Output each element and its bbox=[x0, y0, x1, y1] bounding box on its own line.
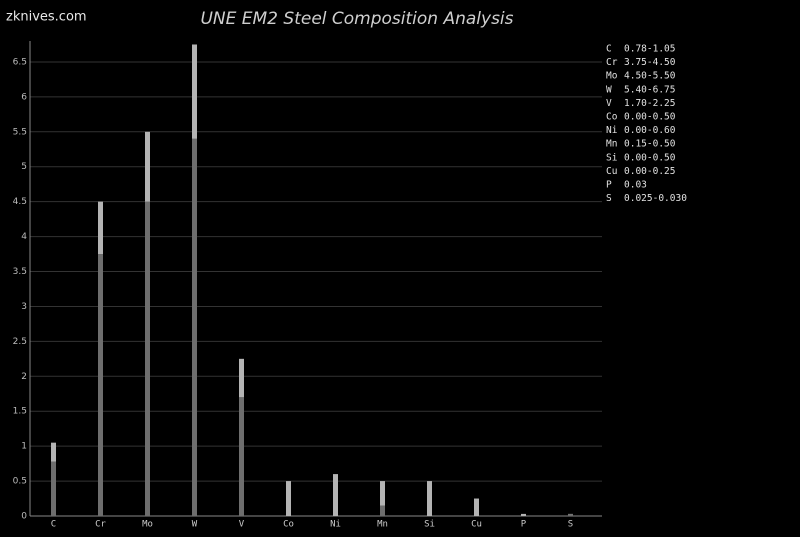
x-tick-label: S bbox=[568, 520, 573, 530]
x-tick-label: Si bbox=[424, 520, 435, 530]
legend-range: 0.00-0.50 bbox=[624, 152, 676, 163]
legend-element: Ni bbox=[606, 125, 618, 136]
bar-min bbox=[380, 505, 385, 516]
bar-range bbox=[286, 481, 291, 516]
legend-element: Cu bbox=[606, 166, 617, 177]
bar-min bbox=[145, 201, 150, 517]
bar-range bbox=[427, 481, 432, 516]
x-tick-label: Cr bbox=[95, 520, 106, 530]
legend-range: 0.78-1.05 bbox=[624, 44, 675, 55]
bar-range bbox=[239, 358, 244, 398]
legend-element: Si bbox=[606, 152, 618, 163]
bar-range bbox=[145, 131, 150, 202]
y-tick-label: 6.5 bbox=[13, 57, 27, 67]
legend-element: P bbox=[606, 180, 612, 191]
legend-range: 0.025-0.030 bbox=[624, 193, 687, 204]
x-tick-label: Mn bbox=[377, 520, 388, 530]
y-tick-label: 2 bbox=[21, 372, 27, 382]
legend-element: Mn bbox=[606, 139, 617, 150]
y-tick-label: 3 bbox=[21, 302, 27, 312]
brand: zknives.com bbox=[6, 10, 87, 25]
bar-range bbox=[521, 513, 526, 516]
y-tick-label: 3.5 bbox=[13, 267, 27, 277]
bar-min bbox=[51, 461, 56, 516]
bar-min bbox=[98, 254, 103, 517]
bar-range bbox=[192, 44, 197, 139]
bar-min bbox=[192, 138, 197, 516]
legend-element: S bbox=[606, 193, 612, 204]
x-tick-label: V bbox=[239, 520, 245, 530]
bar-range bbox=[333, 474, 338, 516]
legend-element: Cr bbox=[606, 57, 618, 68]
legend-range: 3.75-4.50 bbox=[624, 57, 676, 68]
y-tick-label: 4 bbox=[21, 232, 27, 242]
legend-range: 0.00-0.60 bbox=[624, 125, 676, 136]
bar-range bbox=[380, 481, 385, 506]
y-tick-label: 4.5 bbox=[13, 197, 27, 207]
legend-range: 0.00-0.25 bbox=[624, 166, 675, 177]
legend-element: V bbox=[606, 98, 612, 109]
y-tick-label: 0 bbox=[21, 512, 27, 522]
x-tick-label: P bbox=[521, 520, 527, 530]
x-tick-label: Co bbox=[283, 520, 294, 530]
y-tick-label: 1.5 bbox=[13, 407, 27, 417]
y-tick-label: 5.5 bbox=[13, 127, 27, 137]
y-tick-label: 1 bbox=[21, 442, 27, 452]
x-tick-label: Mo bbox=[142, 520, 153, 530]
legend-range: 0.00-0.50 bbox=[624, 112, 676, 123]
x-tick-label: Ni bbox=[330, 520, 341, 530]
legend-element: W bbox=[606, 84, 612, 95]
y-tick-label: 2.5 bbox=[13, 337, 27, 347]
y-tick-label: 0.5 bbox=[13, 477, 27, 487]
bar-range bbox=[474, 498, 479, 516]
bar-range bbox=[98, 201, 103, 255]
legend-range: 5.40-6.75 bbox=[624, 84, 675, 95]
legend-element: Mo bbox=[606, 71, 618, 82]
y-tick-label: 5 bbox=[21, 162, 27, 172]
chart-title: UNE EM2 Steel Composition Analysis bbox=[200, 9, 513, 29]
y-tick-label: 6 bbox=[21, 92, 27, 102]
x-tick-label: W bbox=[192, 520, 198, 530]
bar-range bbox=[51, 442, 56, 462]
legend-range: 0.15-0.50 bbox=[624, 139, 676, 150]
legend-range: 1.70-2.25 bbox=[624, 98, 675, 109]
bar-min bbox=[239, 397, 244, 516]
legend-element: C bbox=[606, 44, 612, 55]
x-tick-label: Cu bbox=[471, 520, 482, 530]
legend-range: 0.03 bbox=[624, 180, 647, 191]
bar-min bbox=[568, 514, 573, 516]
x-tick-label: C bbox=[51, 520, 56, 530]
legend-range: 4.50-5.50 bbox=[624, 71, 676, 82]
legend-element: Co bbox=[606, 112, 618, 123]
